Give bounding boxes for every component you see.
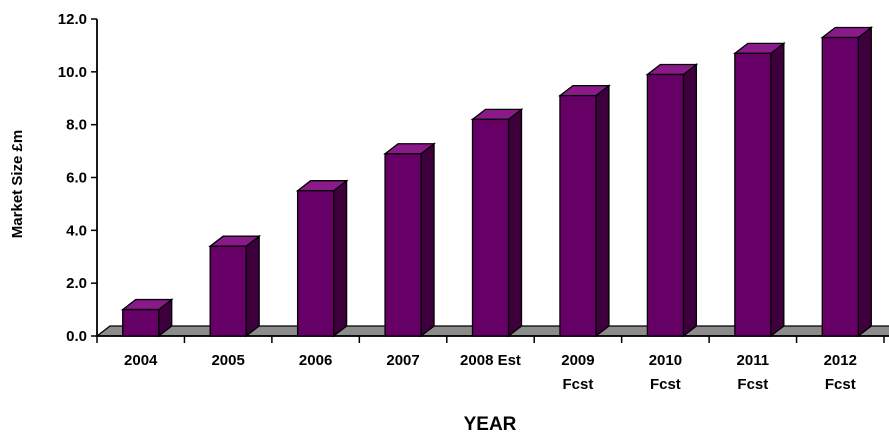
bar-front xyxy=(646,73,685,337)
bar-front xyxy=(471,118,510,337)
bar-side xyxy=(332,179,348,338)
x-tick-label: 2011 Fcst xyxy=(737,352,770,393)
y-tick-labels: 0.0 2.0 4.0 6.0 8.0 10.0 12.0 xyxy=(58,11,97,345)
bar-2004 xyxy=(120,298,174,338)
bar-side xyxy=(507,108,523,338)
bar-2008-est xyxy=(470,108,524,338)
bar-front xyxy=(122,308,160,337)
bar-side xyxy=(595,84,610,338)
bar-front xyxy=(384,153,422,337)
bar-2010-fcst xyxy=(645,63,699,338)
x-axis-title: YEAR xyxy=(464,414,517,435)
x-tick-label: 2009 Fcst xyxy=(561,352,594,393)
x-tick-label: 2012 Fcst xyxy=(824,352,857,393)
x-tick-label: 2005 xyxy=(211,352,244,369)
x-tick-label: 2006 xyxy=(299,352,332,369)
bar-2009-fcst xyxy=(558,84,611,338)
bar-2012-fcst xyxy=(820,26,874,338)
bars xyxy=(120,26,874,338)
x-tick-labels: 2004 2005 2006 2007 2008 Est 2009 Fcst 2010 Fcst… xyxy=(124,352,857,393)
bar-2007 xyxy=(383,142,436,338)
y-tick-label: 6.0 xyxy=(66,170,87,187)
bar-2005 xyxy=(208,234,262,338)
bar-side xyxy=(857,26,872,338)
bar-side xyxy=(420,142,435,338)
x-tick-label: 2010 Fcst xyxy=(649,352,682,393)
bar-front xyxy=(734,52,772,337)
bar-side xyxy=(770,42,785,338)
y-tick-label: 2.0 xyxy=(66,275,87,292)
bar-side xyxy=(682,63,698,338)
x-tick-label: 2004 xyxy=(124,352,158,369)
bar-side xyxy=(245,234,260,338)
bar-front xyxy=(821,36,859,337)
y-tick-label: 4.0 xyxy=(66,222,87,239)
x-tick-label: 2007 xyxy=(386,352,419,369)
bar-2006 xyxy=(295,179,349,338)
bar-front xyxy=(559,94,597,337)
y-tick-label: 8.0 xyxy=(66,117,87,134)
y-tick-label: 10.0 xyxy=(58,64,87,81)
y-tick-label: 12.0 xyxy=(58,11,87,28)
y-tick-label: 0.0 xyxy=(66,328,87,345)
y-axis-title: Market Size £m xyxy=(9,130,26,238)
x-tick-label: 2008 Est xyxy=(460,352,521,369)
bar-front xyxy=(209,245,247,337)
bar-2011-fcst xyxy=(732,42,786,338)
bar-front xyxy=(296,190,335,337)
